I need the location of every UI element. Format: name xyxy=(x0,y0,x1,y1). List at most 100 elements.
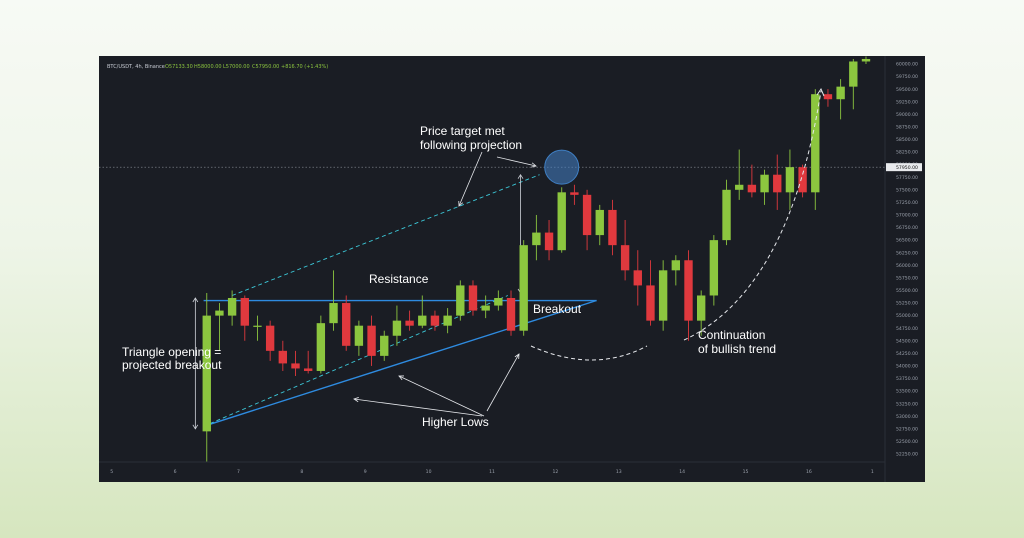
price-tick-label: 60000.00 xyxy=(896,62,918,68)
candle[interactable] xyxy=(342,295,351,351)
price-tick-label: 58500.00 xyxy=(896,137,918,143)
candle-body xyxy=(430,315,440,326)
candle[interactable] xyxy=(494,290,503,311)
candle[interactable] xyxy=(481,295,490,319)
candle-body xyxy=(278,350,288,364)
candle-body xyxy=(735,184,744,190)
triangle-opening-label-line2: projected breakout xyxy=(122,358,222,372)
candle-body xyxy=(468,285,478,311)
candle-body xyxy=(684,260,693,321)
higher-lows-label: Higher Lows xyxy=(422,415,489,429)
candle[interactable] xyxy=(557,187,566,253)
candle[interactable] xyxy=(570,184,579,205)
price-tick-label: 55000.00 xyxy=(896,313,918,319)
higher-lows-arrow-right xyxy=(486,353,520,412)
candle[interactable] xyxy=(760,169,769,205)
close-value: C57950.00 xyxy=(252,64,279,70)
time-tick-label: 6 xyxy=(174,469,177,475)
price-tick-label: 53250.00 xyxy=(896,401,918,407)
candle[interactable] xyxy=(811,89,820,210)
candle[interactable] xyxy=(265,320,275,361)
candle[interactable] xyxy=(405,310,414,331)
time-tick-label: 7 xyxy=(237,469,240,475)
candle-body xyxy=(620,245,630,271)
symbol-label: BTC/USDT, 4h, Binance xyxy=(107,64,165,70)
candle[interactable] xyxy=(544,220,554,261)
candle-body xyxy=(658,270,668,321)
projection-lower-line xyxy=(203,295,509,427)
candle-body xyxy=(532,232,541,246)
triangle-opening-arrow-head-top xyxy=(192,297,199,303)
candle[interactable] xyxy=(418,295,427,329)
price-tick-label: 56500.00 xyxy=(896,238,918,244)
candle-body xyxy=(696,295,706,321)
current-price-label: 57950.00 xyxy=(896,165,918,171)
candle[interactable] xyxy=(215,303,224,351)
candle[interactable] xyxy=(696,290,706,336)
candle[interactable] xyxy=(468,280,478,316)
candle[interactable] xyxy=(595,204,604,246)
candle[interactable] xyxy=(582,189,592,251)
candle[interactable] xyxy=(329,270,338,331)
candle-body xyxy=(456,285,465,316)
candle[interactable] xyxy=(202,292,211,462)
candle[interactable] xyxy=(303,350,313,374)
candle-body xyxy=(785,167,795,193)
candle[interactable] xyxy=(240,295,249,341)
candle-body xyxy=(215,310,224,316)
candle[interactable] xyxy=(253,315,262,341)
candle[interactable] xyxy=(747,164,757,198)
candle-body xyxy=(544,232,554,251)
candle[interactable] xyxy=(608,199,617,256)
candles[interactable] xyxy=(202,56,871,462)
candle[interactable] xyxy=(456,280,465,321)
candle[interactable] xyxy=(291,350,300,376)
candle-body xyxy=(494,298,503,306)
candle-body xyxy=(861,58,871,62)
candle[interactable] xyxy=(658,260,668,331)
candle[interactable] xyxy=(380,330,389,361)
candle[interactable] xyxy=(823,89,833,107)
candle[interactable] xyxy=(227,290,237,326)
candle[interactable] xyxy=(785,149,795,210)
candle[interactable] xyxy=(430,310,440,331)
candle[interactable] xyxy=(392,305,402,346)
candle[interactable] xyxy=(367,315,376,366)
higher-lows-arrow-left xyxy=(353,398,483,417)
current-price-marker: 57950.00 xyxy=(99,163,922,172)
candle-body xyxy=(595,209,604,236)
candle[interactable] xyxy=(861,56,871,64)
candle[interactable] xyxy=(278,340,288,371)
candle[interactable] xyxy=(316,315,326,374)
projection-height-arrow-head-top xyxy=(517,173,524,179)
candle[interactable] xyxy=(354,320,364,356)
candle[interactable] xyxy=(671,255,681,286)
candle[interactable] xyxy=(443,308,452,334)
candle[interactable] xyxy=(849,58,858,110)
price-tick-label: 55750.00 xyxy=(896,275,918,281)
candle[interactable] xyxy=(735,149,744,200)
candle[interactable] xyxy=(709,235,719,306)
candle[interactable] xyxy=(620,220,630,281)
candle[interactable] xyxy=(684,250,693,341)
candle[interactable] xyxy=(722,179,731,246)
price-tick-label: 55500.00 xyxy=(896,288,918,294)
candle-body xyxy=(608,209,617,246)
price-target-label-line2: following projection xyxy=(420,138,522,152)
target-to-circle-arrow-head xyxy=(531,162,537,168)
candle[interactable] xyxy=(646,260,655,326)
candle[interactable] xyxy=(798,164,807,198)
candle[interactable] xyxy=(506,290,516,336)
price-tick-label: 59250.00 xyxy=(896,99,918,105)
current-price-box xyxy=(886,163,922,172)
candle[interactable] xyxy=(532,214,541,261)
higher-lows-arrow-right-head xyxy=(514,353,520,360)
candle[interactable] xyxy=(836,79,845,120)
price-tick-label: 57750.00 xyxy=(896,175,918,181)
candle[interactable] xyxy=(633,250,642,306)
candle[interactable] xyxy=(773,154,782,210)
price-tick-label: 59000.00 xyxy=(896,112,918,118)
time-tick-label: 10 xyxy=(426,469,432,475)
candle[interactable] xyxy=(519,240,528,336)
price-tick-label: 56250.00 xyxy=(896,250,918,256)
